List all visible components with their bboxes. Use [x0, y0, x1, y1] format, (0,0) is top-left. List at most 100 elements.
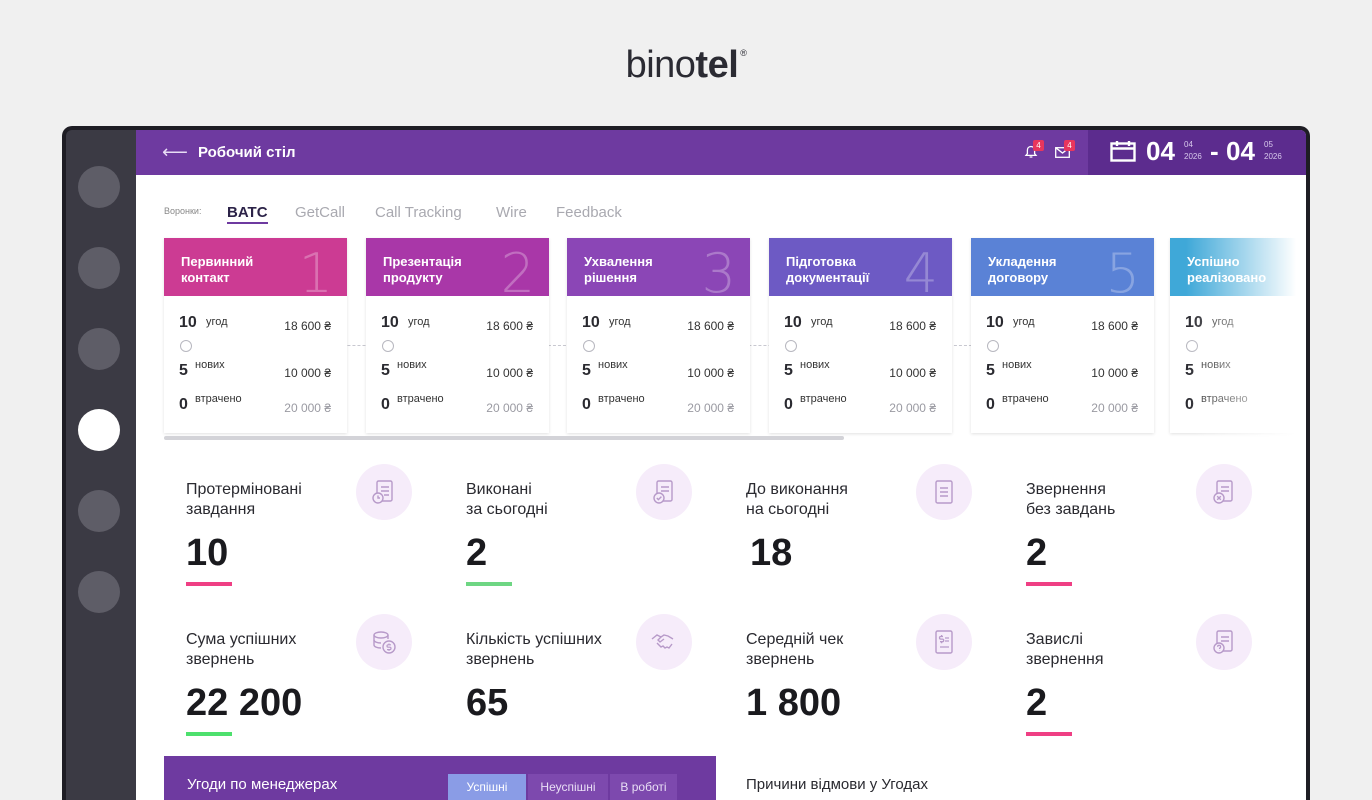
brand-logo: binotel ®: [625, 44, 747, 86]
stat-card[interactable]: Виконані за сьогодні 2: [466, 464, 726, 620]
stat-label-line2: звернень: [186, 651, 255, 668]
stage-new-count: 5: [179, 362, 188, 379]
stage-number: 1: [298, 242, 333, 297]
funnel-stage-card[interactable]: Укладення договору 5 10 угод 18 600 ₴ 5 нових 1…: [971, 238, 1154, 433]
stat-value: 2: [1026, 682, 1048, 724]
stat-indicator-bar: [186, 732, 232, 736]
stage-deals-count: 10: [179, 314, 197, 331]
horizontal-scrollbar[interactable]: [164, 436, 844, 440]
stat-card[interactable]: До виконання на сьогодні 18: [746, 464, 1006, 620]
stage-deals-count: 10: [986, 314, 1004, 331]
coins-icon: [356, 614, 412, 670]
stat-indicator-bar: [186, 582, 232, 586]
todo-task-icon: [916, 464, 972, 520]
rail-item-5[interactable]: [78, 490, 120, 532]
stat-card[interactable]: Протерміновані завдання 10: [186, 464, 446, 620]
stat-label-line1: Виконані: [466, 481, 532, 498]
funnels-label: Воронки:: [164, 206, 202, 216]
overflow-fade: [1186, 230, 1306, 440]
stat-card[interactable]: Середній чек звернень 1 800: [746, 614, 1006, 770]
stat-label-line2: на сьогодні: [746, 501, 830, 518]
stage-title: Презентація продукту: [383, 254, 462, 285]
completed-task-icon: [636, 464, 692, 520]
stage-title: Підготовка документації: [786, 254, 870, 285]
managers-panel: Угоди по менеджерах Успішні Неуспішні В …: [164, 756, 716, 800]
stage-deals-label: угод: [609, 316, 631, 328]
calendar-icon: [1110, 141, 1136, 162]
stat-label-line2: за сьогодні: [466, 501, 548, 518]
stat-card[interactable]: Сума успішних звернень 22 200: [186, 614, 446, 770]
overdue-task-icon: [356, 464, 412, 520]
stage-node-circle: [785, 340, 797, 352]
stage-node-circle: [180, 340, 192, 352]
date-to-month: 05: [1264, 140, 1273, 149]
funnel-stage-card[interactable]: Підготовка документації 4 10 угод 18 600 ₴ 5 н…: [769, 238, 952, 433]
stage-deals-sum: 18 600 ₴: [687, 319, 734, 333]
stage-new-count: 5: [986, 362, 995, 379]
stage-lost-sum: 20 000 ₴: [1091, 401, 1138, 415]
stat-indicator-bar: [1026, 732, 1072, 736]
tab-successful[interactable]: Успішні: [448, 774, 526, 800]
tab-unsuccessful[interactable]: Неуспішні: [528, 774, 608, 800]
stage-new-label: нових: [195, 359, 225, 371]
top-bar: ⟵ Робочий стіл 4 4 04 04 2026 - 04 05 20…: [136, 130, 1306, 175]
tab-batc[interactable]: BATC: [227, 204, 268, 224]
rail-item-2[interactable]: [78, 247, 120, 289]
stat-card[interactable]: Завислі звернення 2: [1026, 614, 1286, 770]
stuck-question-icon: [1196, 614, 1252, 670]
stat-label-line1: Завислі: [1026, 631, 1083, 648]
stage-node-circle: [987, 340, 999, 352]
tab-wire[interactable]: Wire: [496, 204, 527, 221]
stat-card[interactable]: Звернення без завдань 2: [1026, 464, 1286, 620]
stage-deals-label: угод: [408, 316, 430, 328]
stat-indicator-bar: [466, 582, 512, 586]
date-from-month: 04: [1184, 140, 1193, 149]
date-from-year: 2026: [1184, 152, 1202, 161]
funnel-stage-card[interactable]: Ухвалення рішення 3 10 угод 18 600 ₴ 5 нових 10…: [567, 238, 750, 433]
rail-item-1[interactable]: [78, 166, 120, 208]
handshake-icon: [636, 614, 692, 670]
funnel-stage-card[interactable]: Первинний контакт 1 10 угод 18 600 ₴ 5 нових 10…: [164, 238, 347, 433]
invoice-icon: [916, 614, 972, 670]
stage-deals-sum: 18 600 ₴: [284, 319, 331, 333]
stage-new-sum: 10 000 ₴: [486, 366, 533, 380]
rail-item-6[interactable]: [78, 571, 120, 613]
stage-lost-label: втрачено: [195, 393, 242, 405]
rail-item-3[interactable]: [78, 328, 120, 370]
stat-value: 22 200: [186, 682, 303, 724]
funnel-stage-card[interactable]: Презентація продукту 2 10 угод 18 600 ₴ 5 нови…: [366, 238, 549, 433]
page-title: Робочий стіл: [198, 144, 296, 161]
stage-lost-sum: 20 000 ₴: [284, 401, 331, 415]
stat-value: 1 800: [746, 682, 842, 724]
stat-label: Кількість успішних звернень: [466, 630, 602, 670]
stage-deals-sum: 18 600 ₴: [486, 319, 533, 333]
stage-lost-sum: 20 000 ₴: [889, 401, 936, 415]
stat-card[interactable]: Кількість успішних звернень 65: [466, 614, 726, 770]
tab-feedback[interactable]: Feedback: [556, 204, 622, 221]
stage-deals-label: угод: [811, 316, 833, 328]
stage-number: 3: [701, 242, 736, 297]
stage-number: 4: [903, 242, 938, 297]
date-range-picker[interactable]: 04 04 2026 - 04 05 2026: [1088, 130, 1306, 175]
stage-title: Укладення договору: [988, 254, 1057, 285]
stat-label-line2: звернень: [466, 651, 535, 668]
stat-label-line1: Протерміновані: [186, 481, 302, 498]
back-arrow-icon[interactable]: ⟵: [162, 142, 188, 162]
stage-new-sum: 10 000 ₴: [889, 366, 936, 380]
date-from-day: 04: [1146, 136, 1175, 166]
stage-lost-count: 0: [986, 396, 995, 413]
stage-deals-label: угод: [206, 316, 228, 328]
stage-new-count: 5: [784, 362, 793, 379]
stage-deals-sum: 18 600 ₴: [1091, 319, 1138, 333]
rail-item-4-active[interactable]: [78, 409, 120, 451]
stat-label: Протерміновані завдання: [186, 480, 302, 520]
stage-header: Ухвалення рішення 3: [567, 238, 750, 296]
stage-new-count: 5: [381, 362, 390, 379]
tab-in-progress[interactable]: В роботі: [610, 774, 677, 800]
tab-getcall[interactable]: GetCall: [295, 204, 346, 221]
stage-deals-count: 10: [784, 314, 802, 331]
stage-new-count: 5: [582, 362, 591, 379]
tab-call-tracking[interactable]: Call Tracking: [375, 204, 462, 221]
stat-label-line2: без завдань: [1026, 501, 1116, 518]
stat-label-line1: Кількість успішних: [466, 631, 602, 648]
